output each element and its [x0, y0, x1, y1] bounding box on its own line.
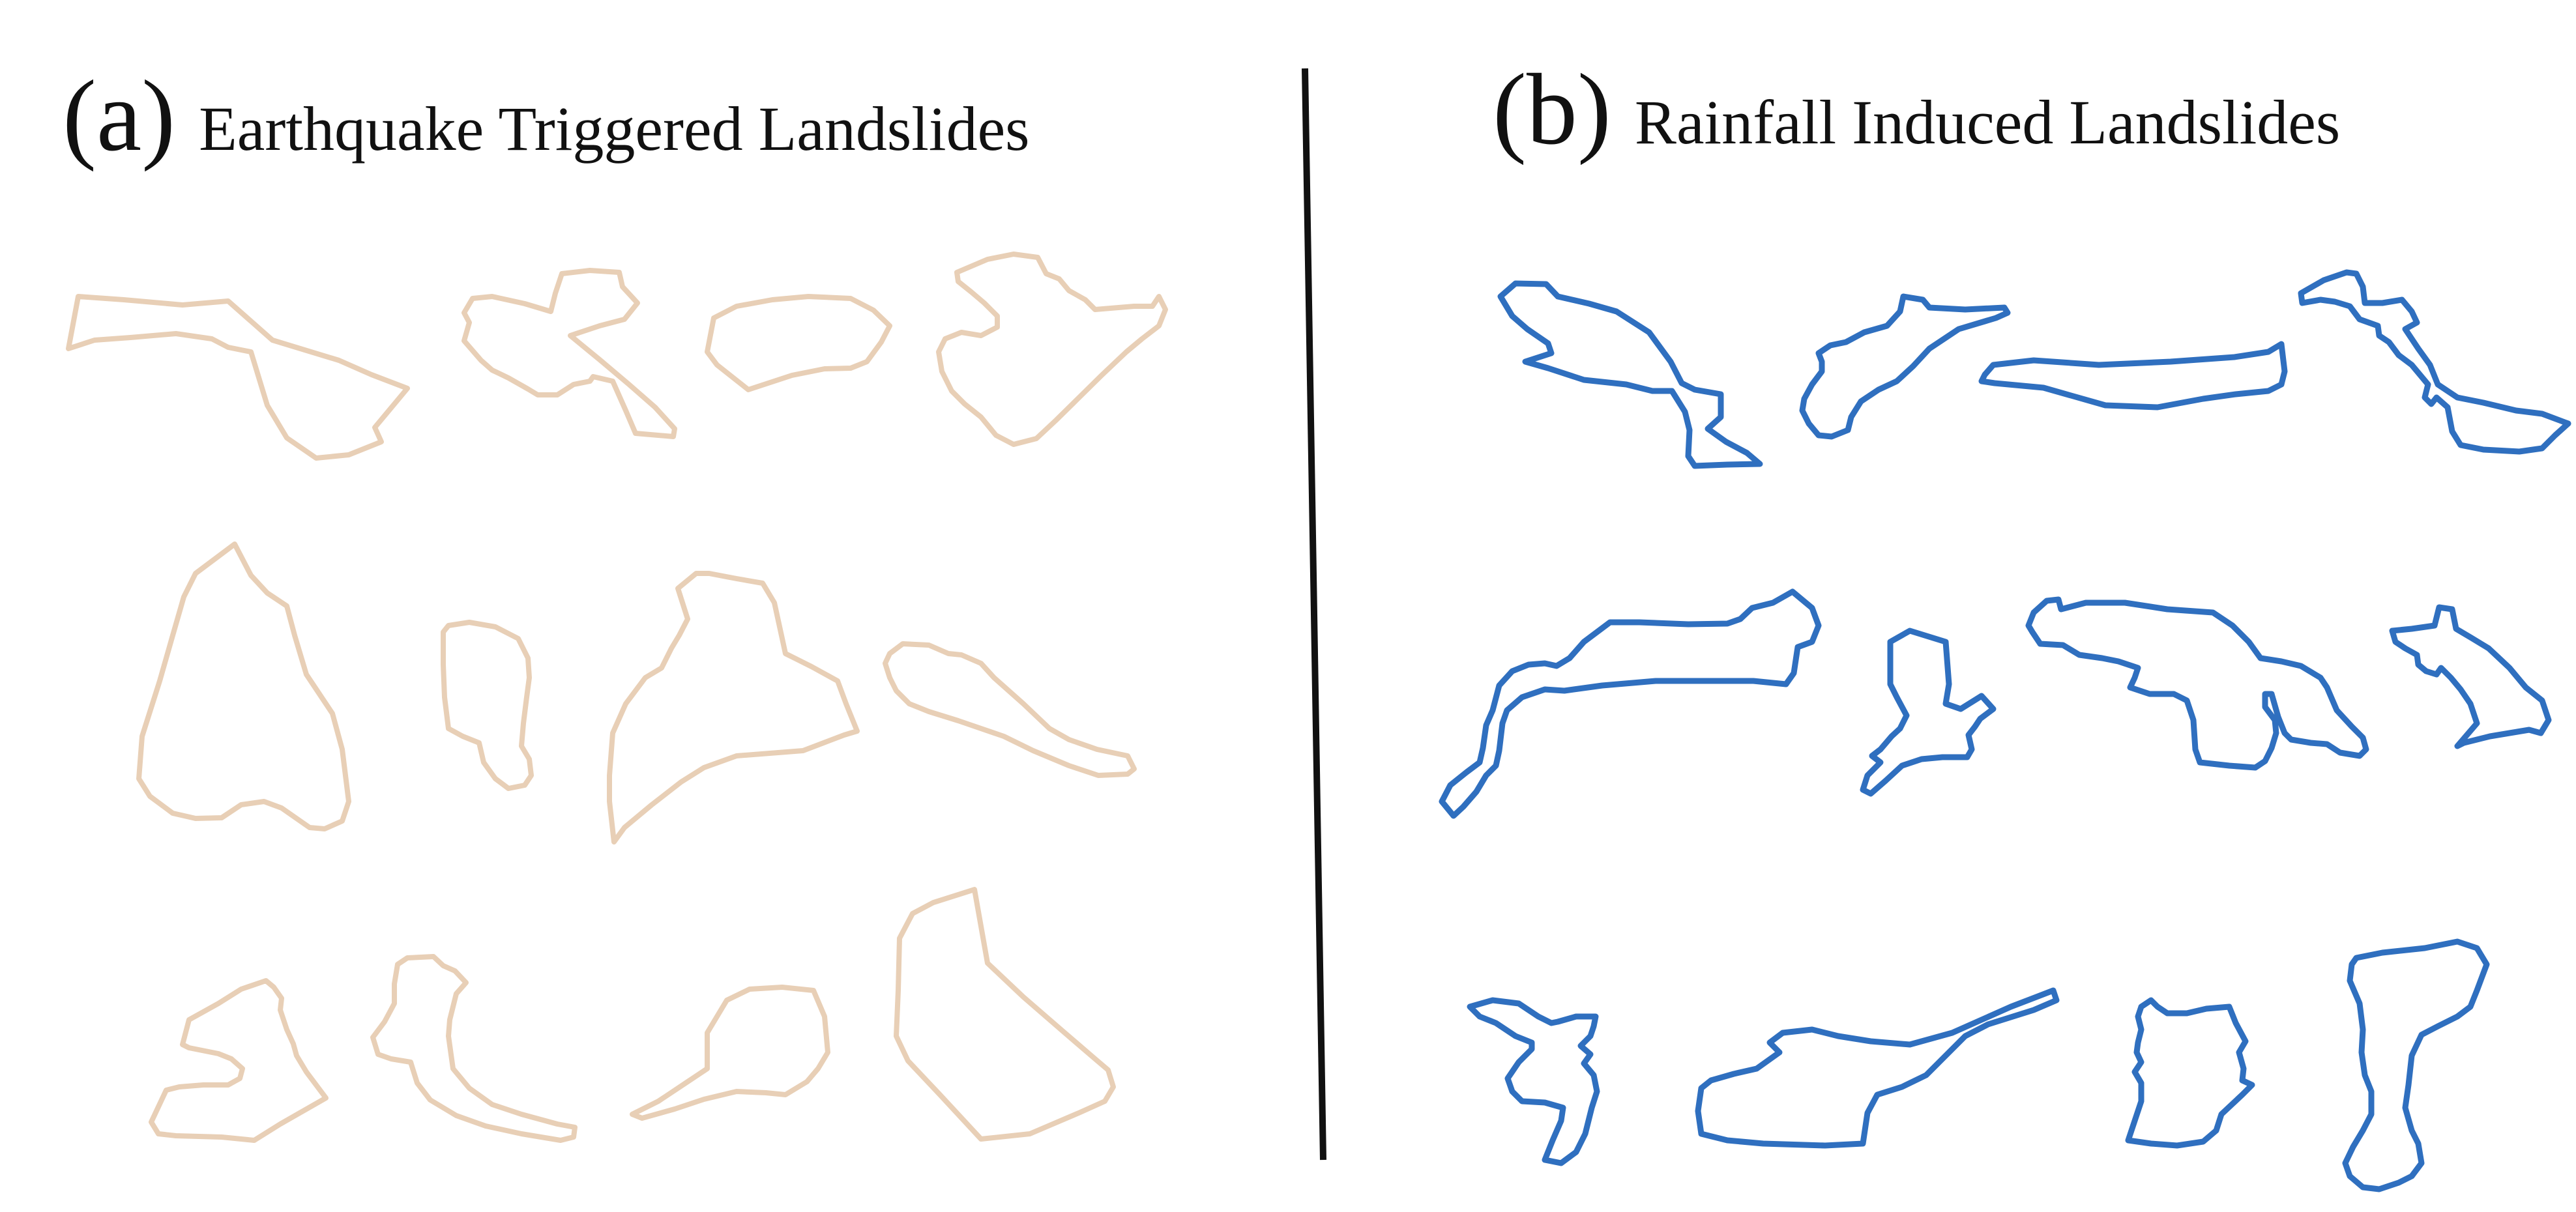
earthquake-landslide-group — [66, 252, 1168, 1143]
rain-landslide-outline — [1860, 628, 1997, 797]
rain-landslide-outline — [2389, 604, 2552, 749]
eq-landslide-outline — [136, 541, 351, 831]
rain-landslide-outline — [1467, 997, 1600, 1166]
panel-b-title: (b) Rainfall Induced Landslides — [1493, 59, 2340, 160]
rain-landslide-outline — [2342, 938, 2490, 1192]
panel-b-caption: Rainfall Induced Landslides — [1634, 87, 2341, 157]
eq-landslide-outline — [607, 571, 860, 844]
eq-landslide-outline — [370, 954, 578, 1143]
panel-a-letter: (a) — [63, 59, 176, 172]
rain-landslide-outline — [1439, 588, 1822, 819]
eq-landslide-outline — [630, 985, 830, 1121]
panel-a-title: (a) Earthquake Triggered Landslides — [63, 65, 1030, 167]
rain-landslide-outline — [2025, 596, 2369, 771]
eq-landslide-outline — [883, 641, 1137, 778]
eq-landslide-outline — [894, 887, 1116, 1142]
panel-a-caption: Earthquake Triggered Landslides — [199, 94, 1030, 164]
eq-landslide-outline — [705, 294, 892, 392]
rainfall-landslide-group — [1439, 269, 2571, 1192]
eq-landslide-outline — [461, 268, 677, 439]
eq-landslide-outline — [66, 294, 410, 461]
rain-landslide-outline — [1497, 280, 1763, 469]
rain-landslide-outline — [2298, 269, 2571, 455]
panel-b-letter: (b) — [1493, 53, 1611, 166]
rain-landslide-outline — [1978, 341, 2288, 411]
rain-landslide-outline — [1695, 987, 2060, 1149]
eq-landslide-outline — [441, 620, 534, 791]
panel-divider — [1302, 68, 1326, 1161]
eq-landslide-outline — [149, 978, 329, 1143]
rain-landslide-outline — [1799, 293, 2011, 440]
rain-landslide-outline — [2125, 997, 2255, 1149]
eq-landslide-outline — [936, 252, 1168, 447]
